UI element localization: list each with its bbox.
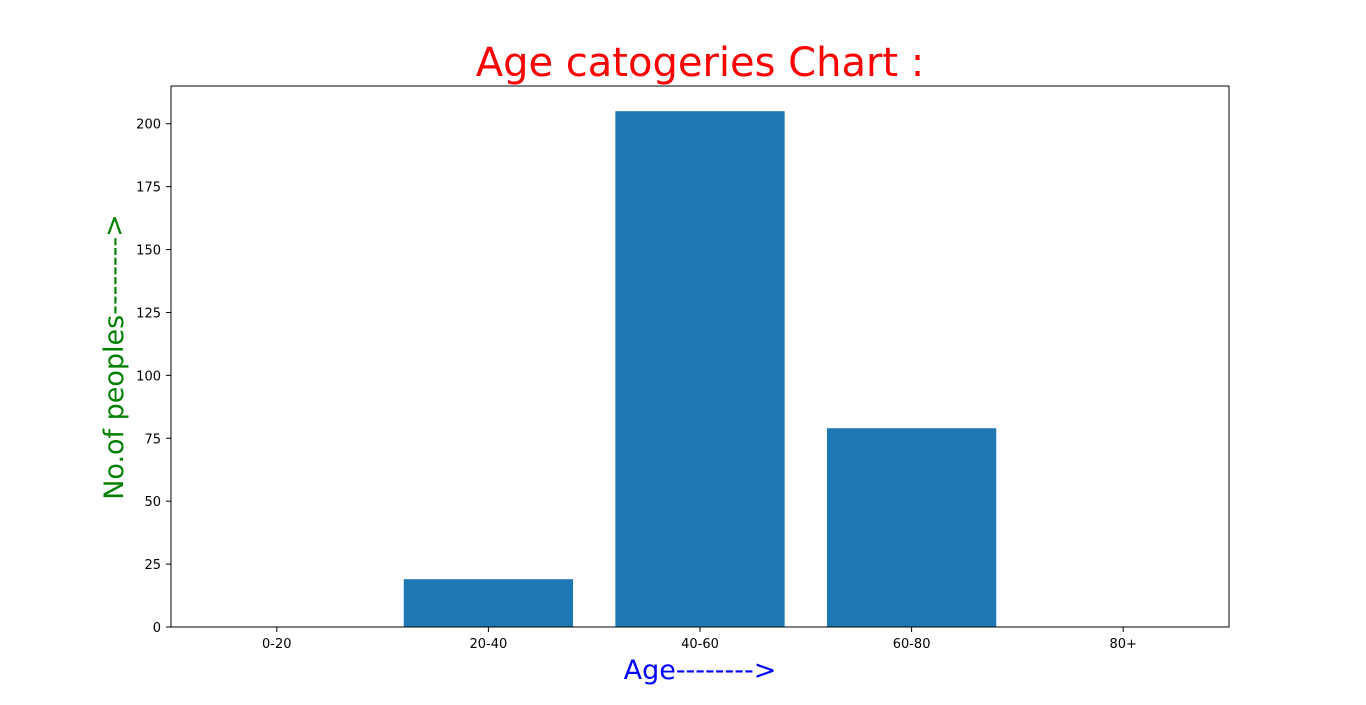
x-tick-label: 20-40 (470, 637, 508, 652)
y-tick-label: 75 (144, 432, 161, 447)
x-tick-label: 0-20 (262, 637, 292, 652)
y-tick-label: 150 (136, 244, 161, 259)
y-tick-label: 175 (136, 181, 161, 196)
bar-20-40 (403, 579, 574, 627)
bars-layer (403, 111, 997, 627)
x-tick-label: 40-60 (681, 637, 719, 652)
x-tick-label: 80+ (1109, 637, 1136, 652)
y-tick-label: 200 (136, 118, 161, 133)
plot-frame (170, 85, 1230, 628)
x-axis-title: Age--------> (624, 655, 777, 686)
x-tick-label: 60-80 (893, 637, 931, 652)
y-tick-label: 25 (144, 558, 161, 573)
chart-title: Age catogeries Chart : (476, 40, 925, 86)
y-axis-title: No.of peoples--------> (99, 214, 130, 500)
y-tick-label: 100 (136, 369, 161, 384)
bar-60-80 (826, 428, 997, 627)
y-tick-label: 0 (153, 621, 161, 636)
y-tick-label: 50 (144, 495, 161, 510)
y-tick-label: 125 (136, 306, 161, 321)
bar-40-60 (615, 111, 785, 627)
y-axis-ticks: 0 25 50 75 100 125 150 175 200 (136, 118, 171, 636)
x-axis-ticks: 0-20 20-40 40-60 60-80 80+ (262, 627, 1137, 652)
